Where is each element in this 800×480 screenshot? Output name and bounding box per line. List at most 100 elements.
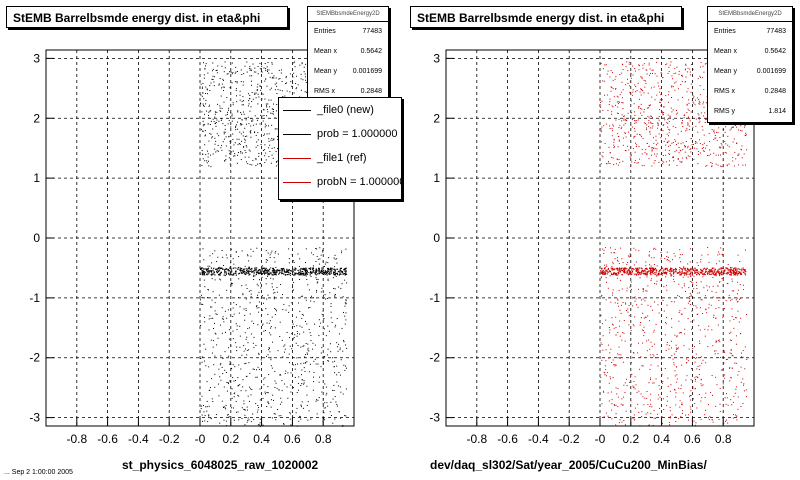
scatter-point [607,267,610,270]
scatter-point [694,377,696,379]
scatter-point [738,268,740,270]
scatter-point [264,144,266,146]
scatter-point [313,301,315,303]
scatter-point [603,80,605,82]
scatter-point [309,268,311,271]
scatter-point [649,348,651,350]
scatter-point [261,269,264,271]
scatter-point [611,105,613,107]
scatter-point [253,279,255,281]
scatter-point [735,362,737,364]
scatter-point [345,267,347,269]
scatter-point [744,270,747,273]
scatter-point [234,272,236,274]
scatter-point [701,270,703,272]
scatter-point [618,139,620,141]
scatter-point [281,90,283,92]
scatter-point [665,144,667,146]
scatter-point [715,274,717,276]
scatter-point [288,362,290,364]
scatter-point [665,138,667,140]
scatter-point [733,165,735,167]
scatter-point [645,69,647,71]
scatter-point [745,389,747,391]
scatter-point [650,393,652,395]
scatter-point [647,425,649,427]
scatter-point [293,338,295,340]
scatter-point [730,353,732,355]
scatter-point [745,396,747,398]
scatter-point [696,271,699,273]
scatter-point [230,71,232,73]
scatter-point [206,406,208,408]
scatter-point [650,364,652,366]
scatter-point [643,330,645,332]
scatter-point [271,62,273,64]
scatter-point [283,270,286,272]
scatter-point [277,138,279,140]
scatter-point [234,270,237,272]
scatter-point [257,272,259,274]
scatter-point [232,258,234,260]
scatter-point [708,133,710,135]
scatter-point [632,324,634,326]
scatter-point [627,83,629,85]
scatter-point [708,155,710,157]
scatter-point [725,152,727,154]
scatter-point [671,267,673,270]
scatter-point [601,155,603,157]
scatter-point [202,92,204,94]
scatter-point [665,284,667,286]
scatter-point [724,374,726,376]
scatter-point [665,273,668,275]
scatter-point [236,350,238,352]
scatter-point [280,397,282,399]
scatter-point [711,271,713,273]
scatter-point [612,273,614,275]
scatter-point [729,367,731,369]
scatter-point [288,353,290,355]
scatter-point [215,268,218,270]
scatter-point [666,400,668,402]
scatter-point [304,269,306,271]
scatter-point [249,110,251,112]
scatter-point [256,119,258,121]
scatter-point [217,267,220,269]
scatter-point [230,271,232,273]
scatter-point [227,73,229,75]
scatter-point [658,85,660,87]
scatter-point [216,269,218,271]
scatter-point [226,73,228,75]
scatter-point [202,268,205,270]
scatter-point [638,272,640,274]
scatter-point [632,74,634,76]
scatter-point [615,326,617,328]
scatter-point [336,272,339,274]
scatter-point [697,163,699,165]
scatter-point [611,135,613,137]
scatter-point [341,271,344,273]
scatter-point [268,99,270,101]
scatter-point [265,283,267,285]
scatter-point [717,123,719,125]
scatter-point [662,398,664,400]
scatter-point [286,386,288,388]
scatter-point [221,249,223,251]
scatter-point [340,273,342,275]
scatter-point [286,271,289,273]
scatter-point [321,271,323,273]
scatter-point [733,327,735,329]
scatter-point [230,282,232,284]
scatter-point [691,328,693,330]
scatter-point [270,277,272,279]
scatter-point [659,407,661,409]
scatter-point [233,393,235,395]
scatter-point [742,267,744,269]
scatter-point [681,74,683,76]
scatter-point [700,112,702,114]
scatter-point [659,273,661,275]
scatter-point [718,274,721,276]
scatter-point [305,299,307,301]
legend-line-black [283,133,311,135]
scatter-point [213,85,215,87]
